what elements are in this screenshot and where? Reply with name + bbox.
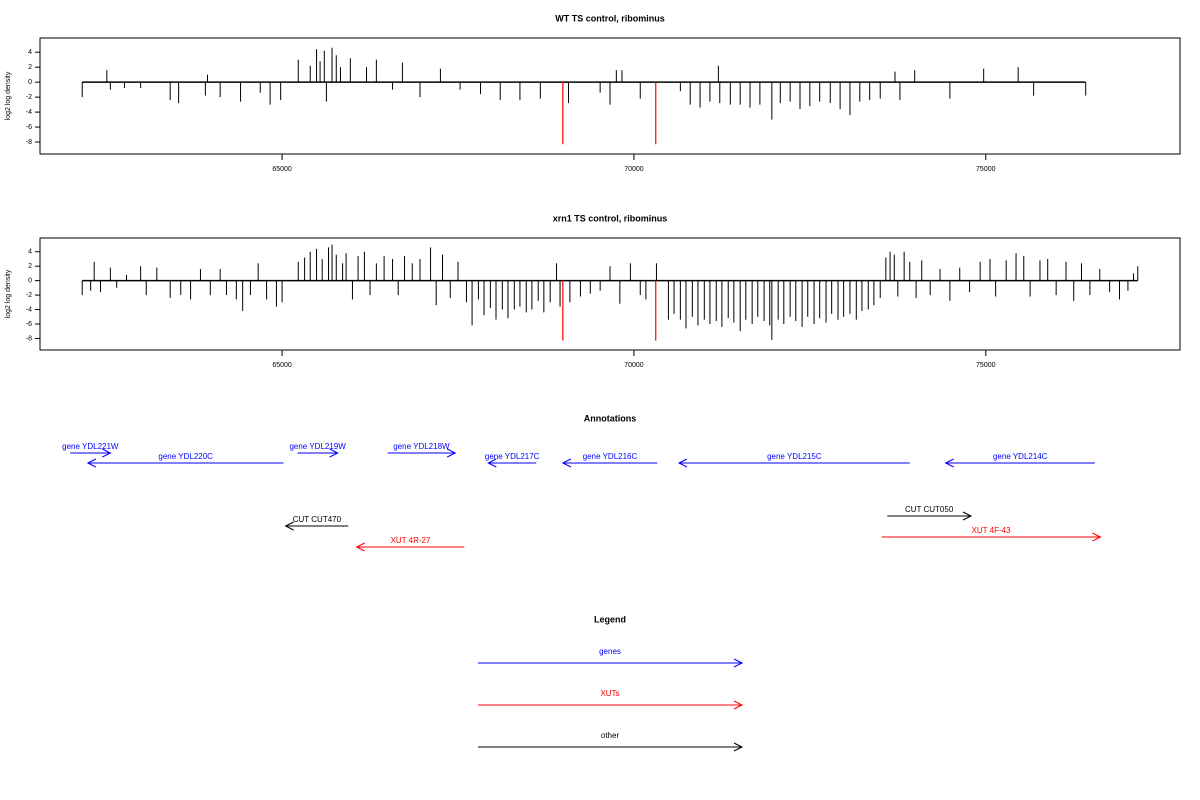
annotation-label: gene YDL216C — [583, 452, 638, 461]
y-tick-label: -2 — [26, 292, 32, 299]
legend-label: XUTs — [600, 689, 619, 698]
y-tick-label: -6 — [26, 321, 32, 328]
annotation-arrow-head — [561, 458, 572, 468]
y-axis-label: log2 log density — [5, 269, 12, 318]
legend-arrow-head — [733, 700, 744, 710]
y-tick-label: 0 — [28, 79, 32, 86]
annotation-arrow-head — [677, 458, 688, 468]
annotation-arrow-head — [487, 458, 497, 468]
annotation-arrow-head — [446, 448, 457, 458]
y-tick-label: 4 — [28, 249, 32, 256]
annotation-arrow-head — [329, 448, 339, 458]
annotation-label: gene YDL217C — [485, 452, 540, 461]
annotation-arrow-head — [86, 458, 97, 468]
y-tick-label: 2 — [28, 263, 32, 270]
annotation-arrow-head — [284, 521, 294, 531]
annotation-label: CUT CUT470 — [293, 515, 342, 524]
legend-label: other — [601, 731, 620, 740]
y-tick-label: 0 — [28, 277, 32, 284]
annotation-arrow-head — [102, 448, 112, 458]
legend-arrow-head — [733, 742, 744, 752]
annotations-title: Annotations — [584, 413, 637, 423]
x-tick-label: 70000 — [624, 166, 644, 173]
annotation-label: gene YDL220C — [158, 452, 213, 461]
y-tick-label: 2 — [28, 64, 32, 71]
y-tick-label: -4 — [26, 306, 32, 313]
annotation-label: XUT 4F-43 — [972, 526, 1012, 535]
annotation-label: gene YDL221W — [62, 442, 119, 451]
chart-title: WT TS control, ribominus — [555, 13, 665, 23]
y-tick-label: -4 — [26, 109, 32, 116]
legend-arrow-head — [733, 658, 744, 668]
legend-label: genes — [599, 647, 621, 656]
x-tick-label: 65000 — [272, 166, 292, 173]
chart-title: xrn1 TS control, ribominus — [553, 213, 668, 223]
annotation-label: gene YDL218W — [393, 442, 450, 451]
annotation-label: CUT CUT050 — [905, 505, 954, 514]
annotation-arrow-head — [944, 458, 954, 468]
annotation-label: gene YDL215C — [767, 452, 822, 461]
y-tick-label: -6 — [26, 124, 32, 131]
annotation-arrow-head — [1092, 532, 1102, 542]
annotation-arrow-head — [355, 542, 365, 552]
y-tick-label: -2 — [26, 94, 32, 101]
y-tick-label: -8 — [26, 335, 32, 342]
x-tick-label: 75000 — [976, 166, 996, 173]
y-tick-label: -8 — [26, 139, 32, 146]
y-axis-label: log2 log density — [5, 71, 12, 120]
x-tick-label: 65000 — [272, 362, 292, 369]
annotation-arrow-head — [962, 511, 973, 521]
legend-title: Legend — [594, 614, 626, 624]
x-tick-label: 70000 — [624, 362, 644, 369]
x-tick-label: 75000 — [976, 362, 996, 369]
annotation-label: gene YDL214C — [993, 452, 1048, 461]
y-tick-label: 4 — [28, 49, 32, 56]
annotation-label: XUT 4R-27 — [391, 536, 431, 545]
annotation-label: gene YDL219W — [289, 442, 346, 451]
plot-frame — [39, 237, 1181, 351]
plot-frame — [39, 37, 1181, 155]
